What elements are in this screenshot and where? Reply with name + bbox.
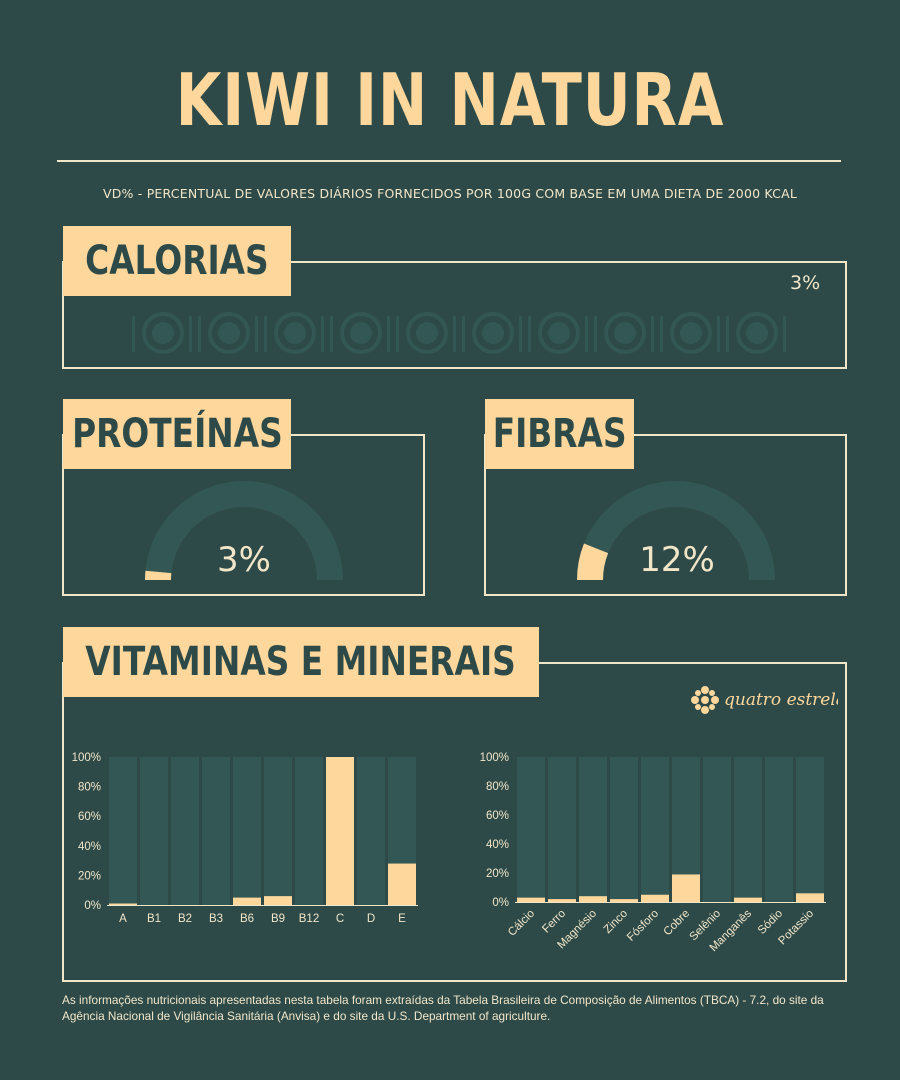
bar (641, 894, 669, 902)
plate-icon (330, 312, 390, 354)
bar-track (233, 757, 261, 905)
plate-icon (726, 312, 786, 354)
calorias-value: 3% (790, 272, 821, 294)
bar (264, 896, 292, 905)
category-label: Ferro (540, 908, 568, 936)
y-tick-label: 40% (486, 839, 509, 851)
subtitle: VD% - PERCENTUAL DE VALORES DIÁRIOS FORN… (102, 186, 797, 201)
plate-icon (132, 312, 192, 354)
y-tick-label: 100% (480, 752, 509, 764)
category-label: Fósforo (625, 908, 661, 944)
y-tick-label: 80% (486, 781, 509, 793)
category-label: B3 (209, 913, 223, 925)
proteinas-gauge-track (145, 481, 343, 581)
bar-track (610, 757, 638, 902)
proteinas-label: PROTEÍNAS (63, 399, 291, 469)
page-title: KIWI IN NATURA (175, 58, 725, 142)
plate-icon (528, 312, 588, 354)
bar-track (140, 757, 168, 905)
bar-track (579, 757, 607, 902)
quatro-estrelas-logo: quatro estrelas (691, 686, 838, 714)
category-label: B9 (271, 913, 285, 925)
plate-icon (396, 312, 456, 354)
bar (326, 757, 354, 905)
bar-track (765, 757, 793, 902)
y-tick-label: 60% (486, 810, 509, 822)
category-label: B1 (147, 913, 161, 925)
y-tick-label: 0% (492, 897, 509, 909)
y-tick-label: 20% (78, 870, 101, 882)
bar-track (357, 757, 385, 905)
bar-track (734, 757, 762, 902)
bar-track (202, 757, 230, 905)
bar-track (109, 757, 137, 905)
bar (579, 896, 607, 902)
bar (233, 897, 261, 905)
bar (610, 899, 638, 902)
y-tick-label: 40% (78, 841, 101, 853)
category-label: B12 (299, 913, 319, 925)
category-label: Zinco (602, 908, 630, 936)
bar (388, 863, 416, 905)
bar (109, 903, 137, 906)
bar-track (641, 757, 669, 902)
bar-track (703, 757, 731, 902)
category-label: Cálcio (506, 908, 537, 939)
title-divider (57, 160, 841, 162)
vitaminas-label: VITAMINAS E MINERAIS (63, 627, 539, 697)
category-label: B2 (178, 913, 192, 925)
proteinas-gauge: 3% (144, 481, 343, 581)
calorias-label: CALORIAS (63, 226, 291, 296)
plate-icon (462, 312, 522, 354)
bar-track (171, 757, 199, 905)
y-tick-label: 20% (486, 868, 509, 880)
category-label: D (367, 913, 375, 925)
proteinas-value: 3% (217, 540, 271, 580)
bar (672, 874, 700, 902)
category-label: A (119, 913, 127, 925)
y-tick-label: 80% (78, 782, 101, 794)
fibras-panel (484, 434, 847, 596)
category-label: B6 (240, 913, 254, 925)
fibras-label: FIBRAS (485, 399, 634, 469)
plate-icon (264, 312, 324, 354)
star-flower-icon (691, 686, 719, 714)
source-footnote: As informações nutricionais apresentadas… (62, 993, 824, 1023)
bar-track (264, 757, 292, 905)
fibras-gauge: 12% (577, 481, 775, 581)
calorias-panel (62, 261, 847, 369)
y-tick-label: 0% (84, 900, 101, 912)
plate-icon (594, 312, 654, 354)
bar (517, 897, 545, 902)
bar-track (796, 757, 824, 902)
plate-icon (660, 312, 720, 354)
bar-track (295, 757, 323, 905)
bar-track (548, 757, 576, 902)
fibras-value: 12% (639, 540, 715, 580)
bar (796, 893, 824, 902)
bar-track (517, 757, 545, 902)
bar (548, 899, 576, 902)
y-tick-label: 100% (72, 752, 101, 764)
y-tick-label: 60% (78, 811, 101, 823)
category-label: C (336, 913, 344, 925)
category-label: Sódio (756, 908, 785, 937)
plate-cutlery-icon-row (132, 312, 786, 354)
bar (734, 897, 762, 902)
category-label: E (398, 913, 406, 925)
fibras-gauge-track (577, 481, 775, 581)
fibras-gauge-fill (577, 543, 609, 581)
logo-text: quatro estrelas (724, 690, 838, 710)
plate-icon (198, 312, 258, 354)
vitamins-bar-chart: 0% 20% 40% 60% 80% 100% A B1 B2 B3 B6 B9 B12 C D E (72, 752, 418, 925)
